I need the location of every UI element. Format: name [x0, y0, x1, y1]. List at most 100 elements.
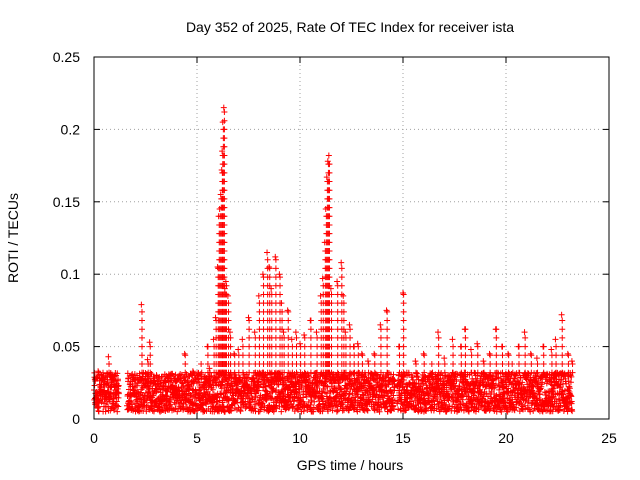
data-point: [326, 274, 333, 281]
data-point: [480, 360, 487, 367]
data-point: [452, 382, 459, 389]
data-point: [462, 360, 469, 367]
data-point: [221, 256, 228, 263]
data-point: [525, 397, 532, 404]
data-point: [569, 360, 576, 367]
data-point: [251, 398, 258, 405]
data-point: [96, 400, 103, 407]
data-point: [268, 285, 275, 292]
y-tick-label: 0.1: [61, 266, 81, 282]
data-point: [138, 326, 145, 333]
data-point: [552, 395, 559, 402]
data-point: [95, 368, 102, 375]
data-point: [326, 239, 333, 246]
data-point: [224, 403, 231, 410]
data-point: [537, 386, 544, 393]
data-point: [210, 336, 217, 343]
data-point: [314, 384, 321, 391]
data-point: [513, 404, 520, 411]
data-point: [491, 384, 498, 391]
data-point: [344, 384, 351, 391]
data-point: [325, 152, 332, 159]
data-point: [217, 191, 224, 198]
data-point: [246, 352, 253, 359]
data-point: [519, 379, 526, 386]
data-point: [326, 161, 333, 168]
data-point: [384, 334, 391, 341]
data-point: [400, 352, 407, 359]
data-point: [221, 239, 228, 246]
data-point: [362, 382, 369, 389]
data-point: [335, 371, 342, 378]
data-point: [219, 148, 226, 155]
data-point: [298, 384, 305, 391]
data-point: [568, 393, 575, 400]
data-point: [279, 308, 286, 315]
data-point: [326, 265, 333, 272]
data-point: [318, 395, 325, 402]
data-point: [435, 329, 442, 336]
data-point: [340, 300, 347, 307]
data-point: [462, 343, 469, 350]
data-point: [449, 403, 456, 410]
data-point: [412, 369, 419, 376]
data-point: [107, 393, 114, 400]
data-point: [559, 317, 566, 324]
data-point: [559, 334, 566, 341]
data-point: [181, 350, 188, 357]
data-point: [453, 378, 460, 385]
data-point: [359, 369, 366, 376]
data-point: [412, 360, 419, 367]
data-point: [114, 376, 121, 383]
data-point: [364, 406, 371, 413]
data-point: [148, 371, 155, 378]
data-point: [222, 408, 229, 415]
data-point: [225, 308, 232, 315]
data-point: [559, 326, 566, 333]
data-point: [221, 221, 228, 228]
data-point: [404, 372, 411, 379]
data-point: [362, 371, 369, 378]
data-point: [138, 352, 145, 359]
data-point: [568, 398, 575, 405]
data-point: [225, 300, 232, 307]
data-point: [486, 350, 493, 357]
data-point: [328, 360, 335, 367]
data-point: [239, 369, 246, 376]
data-point: [567, 392, 574, 399]
data-point: [553, 343, 560, 350]
data-point: [431, 401, 438, 408]
data-point: [435, 343, 442, 350]
data-point: [465, 389, 472, 396]
data-point: [349, 390, 356, 397]
data-point: [548, 346, 555, 353]
data-point: [522, 360, 529, 367]
data-point: [359, 360, 366, 367]
data-point: [185, 387, 192, 394]
data-point: [511, 407, 518, 414]
data-point: [328, 308, 335, 315]
data-point: [246, 326, 253, 333]
data-point: [246, 360, 253, 367]
data-point: [340, 317, 347, 324]
data-point: [221, 178, 228, 185]
data-point: [239, 343, 246, 350]
data-point: [435, 369, 442, 376]
data-point: [277, 291, 284, 298]
data-point: [313, 390, 320, 397]
data-point: [204, 360, 211, 367]
data-point: [204, 352, 211, 359]
data-point: [517, 399, 524, 406]
data-point: [224, 292, 231, 299]
data-point: [149, 407, 156, 414]
data-point: [221, 117, 228, 124]
data-point: [272, 256, 279, 263]
y-axis-label: ROTI / TECUs: [5, 193, 21, 283]
data-point: [515, 352, 522, 359]
data-point: [435, 360, 442, 367]
data-point: [252, 394, 259, 401]
data-point: [138, 334, 145, 341]
data-point: [413, 373, 420, 380]
data-point: [138, 369, 145, 376]
data-point: [202, 375, 209, 382]
